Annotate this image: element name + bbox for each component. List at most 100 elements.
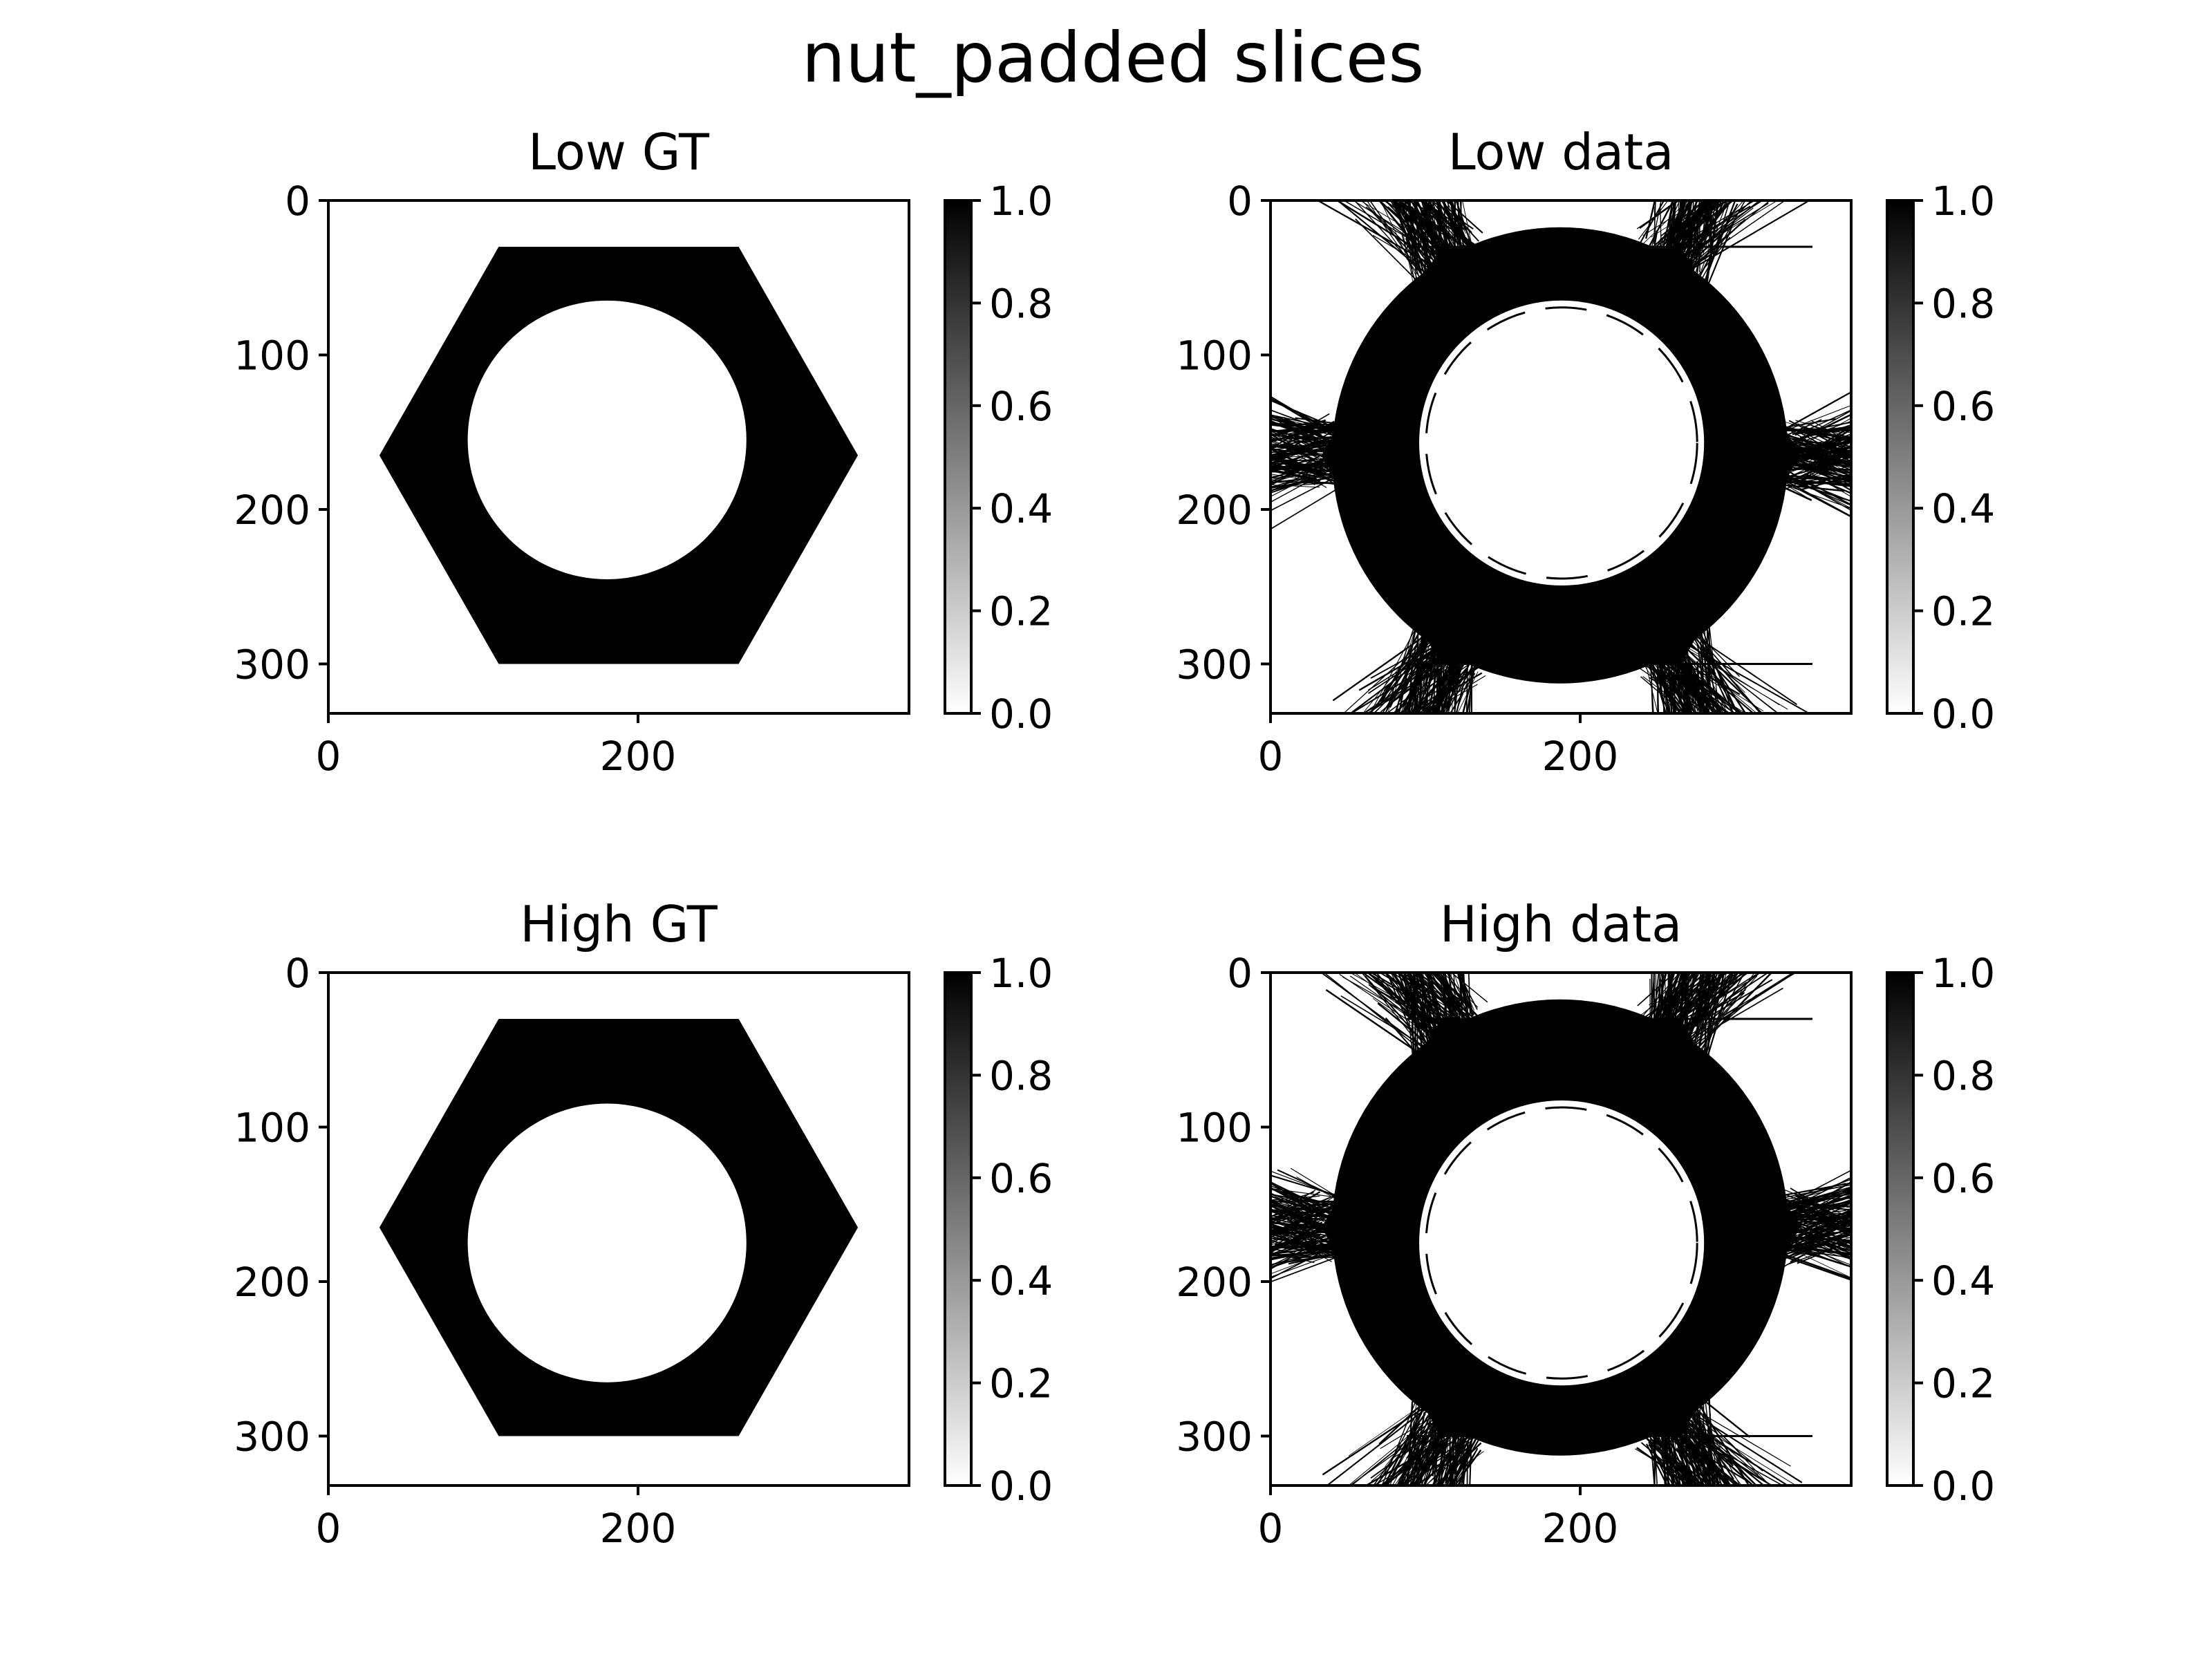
streak-artifact xyxy=(1777,1232,1851,1252)
streak-artifact xyxy=(1649,973,1690,1006)
streak-artifact xyxy=(1453,973,1456,1009)
streak-artifact xyxy=(1362,664,1447,713)
streak-artifact xyxy=(1445,1445,1470,1485)
axes-frame xyxy=(327,199,910,715)
streak-artifact xyxy=(1271,1251,1315,1264)
streak-artifact xyxy=(1805,1238,1851,1242)
streak-artifact xyxy=(1366,200,1430,291)
streak-artifact xyxy=(1704,973,1734,1066)
streak-artifact xyxy=(1653,973,1660,1018)
colorbar-tick-label: 0.6 xyxy=(989,383,1053,430)
x-tick-label: 200 xyxy=(600,1505,677,1552)
streak-artifact xyxy=(1684,973,1687,1024)
x-tick-label: 0 xyxy=(316,733,341,780)
streak-artifact xyxy=(1783,1211,1851,1227)
streak-artifact xyxy=(1683,650,1758,713)
streak-artifact xyxy=(1361,973,1432,1022)
streak-artifact xyxy=(1708,1396,1714,1485)
streak-artifact xyxy=(1373,973,1431,1043)
streak-artifact xyxy=(1271,1240,1330,1252)
streak-artifact xyxy=(1401,234,1418,289)
streak-artifact xyxy=(1447,200,1456,252)
subplot-title: High data xyxy=(1440,895,1683,953)
streak-artifact xyxy=(1668,200,1684,241)
streak-artifact xyxy=(1783,433,1851,460)
streak-artifact xyxy=(1271,420,1332,449)
streak-artifact xyxy=(1808,1201,1851,1217)
streak-artifact xyxy=(1705,973,1725,1056)
streak-artifact xyxy=(1271,1195,1320,1201)
colorbar-tick-label: 0.0 xyxy=(1931,691,1995,738)
streak-artifact xyxy=(1784,434,1851,471)
streak-artifact xyxy=(1407,200,1459,229)
colorbar-tick-label: 0.2 xyxy=(1931,588,1995,635)
colorbar-tick-label: 0.4 xyxy=(1931,485,1995,532)
colorbar-tick-label: 1.0 xyxy=(989,950,1053,997)
colorbar-tick-label: 0.2 xyxy=(989,588,1053,635)
streak-artifact xyxy=(1396,200,1415,289)
streak-artifact xyxy=(1671,200,1714,228)
streak-artifact xyxy=(1707,200,1718,280)
streak-artifact xyxy=(1679,973,1687,1027)
colorbar-tick-label: 0.8 xyxy=(989,1052,1053,1099)
streak-artifact xyxy=(1434,1445,1446,1485)
colorbar-tick-label: 0.6 xyxy=(989,1155,1053,1202)
streak-artifact xyxy=(1271,448,1318,474)
streak-artifact xyxy=(1663,657,1666,713)
streak-artifact xyxy=(1425,628,1429,713)
streak-artifact xyxy=(1670,200,1677,245)
streak-artifact xyxy=(1707,666,1710,713)
streak-artifact xyxy=(1698,973,1702,1015)
streak-artifact xyxy=(1399,1431,1418,1485)
streak-artifact xyxy=(1797,423,1851,448)
streak-artifact xyxy=(1271,439,1315,465)
streak-artifact xyxy=(1385,1414,1426,1468)
streak-artifact xyxy=(1418,648,1425,713)
streak-artifact xyxy=(1271,1199,1311,1218)
streak-artifact xyxy=(1696,200,1716,256)
streak-artifact xyxy=(1780,1239,1851,1253)
streak-artifact xyxy=(1639,200,1680,229)
streak-artifact xyxy=(1680,1431,1773,1485)
streak-artifact xyxy=(1413,973,1459,1018)
subplot-title: Low data xyxy=(1448,123,1674,181)
streak-artifact xyxy=(1677,1398,1791,1467)
streak-artifact xyxy=(1424,200,1449,255)
streak-artifact xyxy=(1462,200,1474,255)
axes-frame xyxy=(1269,971,1853,1487)
subplot-title: High GT xyxy=(520,895,718,953)
streak-artifact xyxy=(1425,1452,1464,1485)
colorbar xyxy=(944,199,973,715)
streak-artifact xyxy=(1765,478,1851,509)
streak-artifact xyxy=(1809,1206,1851,1214)
subplot-title: Low GT xyxy=(528,123,710,181)
colorbar-tick-label: 0.4 xyxy=(1931,1257,1995,1304)
streak-artifact xyxy=(1782,428,1851,431)
streak-artifact xyxy=(1684,200,1723,282)
streak-artifact xyxy=(1392,973,1423,1029)
x-tick-label: 200 xyxy=(600,733,677,780)
streak-artifact xyxy=(1391,1428,1423,1485)
streak-artifact xyxy=(1696,973,1712,1061)
streak-artifact xyxy=(1271,1208,1329,1217)
streak-artifact xyxy=(1449,200,1464,237)
streak-artifact xyxy=(1663,200,1687,260)
streak-artifact xyxy=(1706,646,1714,713)
streak-artifact xyxy=(1415,973,1437,1010)
x-tick-label: 0 xyxy=(1258,733,1284,780)
streak-artifact xyxy=(1362,630,1430,713)
colorbar-tick-label: 0.8 xyxy=(989,280,1053,327)
streak-artifact xyxy=(1670,1425,1731,1485)
streak-artifact xyxy=(1271,478,1315,494)
streak-artifact xyxy=(1642,205,1692,236)
streak-artifact xyxy=(1271,1227,1322,1251)
streak-artifact xyxy=(1659,663,1665,713)
streak-artifact xyxy=(1411,973,1415,1029)
streak-artifact xyxy=(1694,973,1704,1018)
streak-artifact xyxy=(1450,1429,1482,1485)
streak-artifact xyxy=(1677,200,1728,228)
streak-artifact xyxy=(1637,652,1685,713)
streak-artifact xyxy=(1455,666,1474,713)
streak-artifact xyxy=(1281,462,1327,488)
streak-artifact xyxy=(1440,200,1479,242)
